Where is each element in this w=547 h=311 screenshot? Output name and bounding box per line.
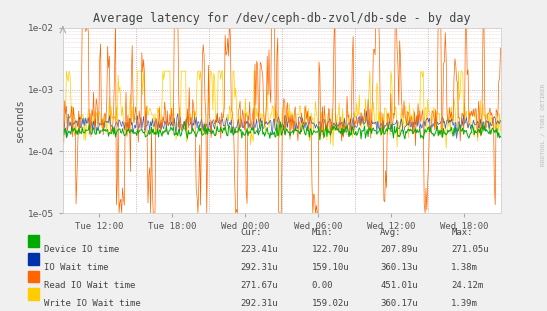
Text: 24.12m: 24.12m xyxy=(451,281,484,290)
Text: Read IO Wait time: Read IO Wait time xyxy=(44,281,135,290)
Text: 292.31u: 292.31u xyxy=(241,263,278,272)
Text: 159.02u: 159.02u xyxy=(312,299,350,308)
Text: 122.70u: 122.70u xyxy=(312,245,350,254)
Text: 271.67u: 271.67u xyxy=(241,281,278,290)
Text: 207.89u: 207.89u xyxy=(380,245,418,254)
Text: 360.17u: 360.17u xyxy=(380,299,418,308)
Y-axis label: seconds: seconds xyxy=(15,99,25,142)
Text: IO Wait time: IO Wait time xyxy=(44,263,108,272)
Text: 159.10u: 159.10u xyxy=(312,263,350,272)
Text: 223.41u: 223.41u xyxy=(241,245,278,254)
Text: Write IO Wait time: Write IO Wait time xyxy=(44,299,141,308)
Text: 292.31u: 292.31u xyxy=(241,299,278,308)
Text: 1.38m: 1.38m xyxy=(451,263,478,272)
Text: Max:: Max: xyxy=(451,228,473,237)
Text: 0.00: 0.00 xyxy=(312,281,333,290)
Text: Cur:: Cur: xyxy=(241,228,262,237)
Title: Average latency for /dev/ceph-db-zvol/db-sde - by day: Average latency for /dev/ceph-db-zvol/db… xyxy=(93,12,470,26)
Text: RRDTOOL / TOBI OETIKER: RRDTOOL / TOBI OETIKER xyxy=(540,83,545,166)
Text: 451.01u: 451.01u xyxy=(380,281,418,290)
Text: Device IO time: Device IO time xyxy=(44,245,119,254)
Text: 1.39m: 1.39m xyxy=(451,299,478,308)
Text: 271.05u: 271.05u xyxy=(451,245,489,254)
Text: 360.13u: 360.13u xyxy=(380,263,418,272)
Text: Min:: Min: xyxy=(312,228,333,237)
Text: Avg:: Avg: xyxy=(380,228,401,237)
